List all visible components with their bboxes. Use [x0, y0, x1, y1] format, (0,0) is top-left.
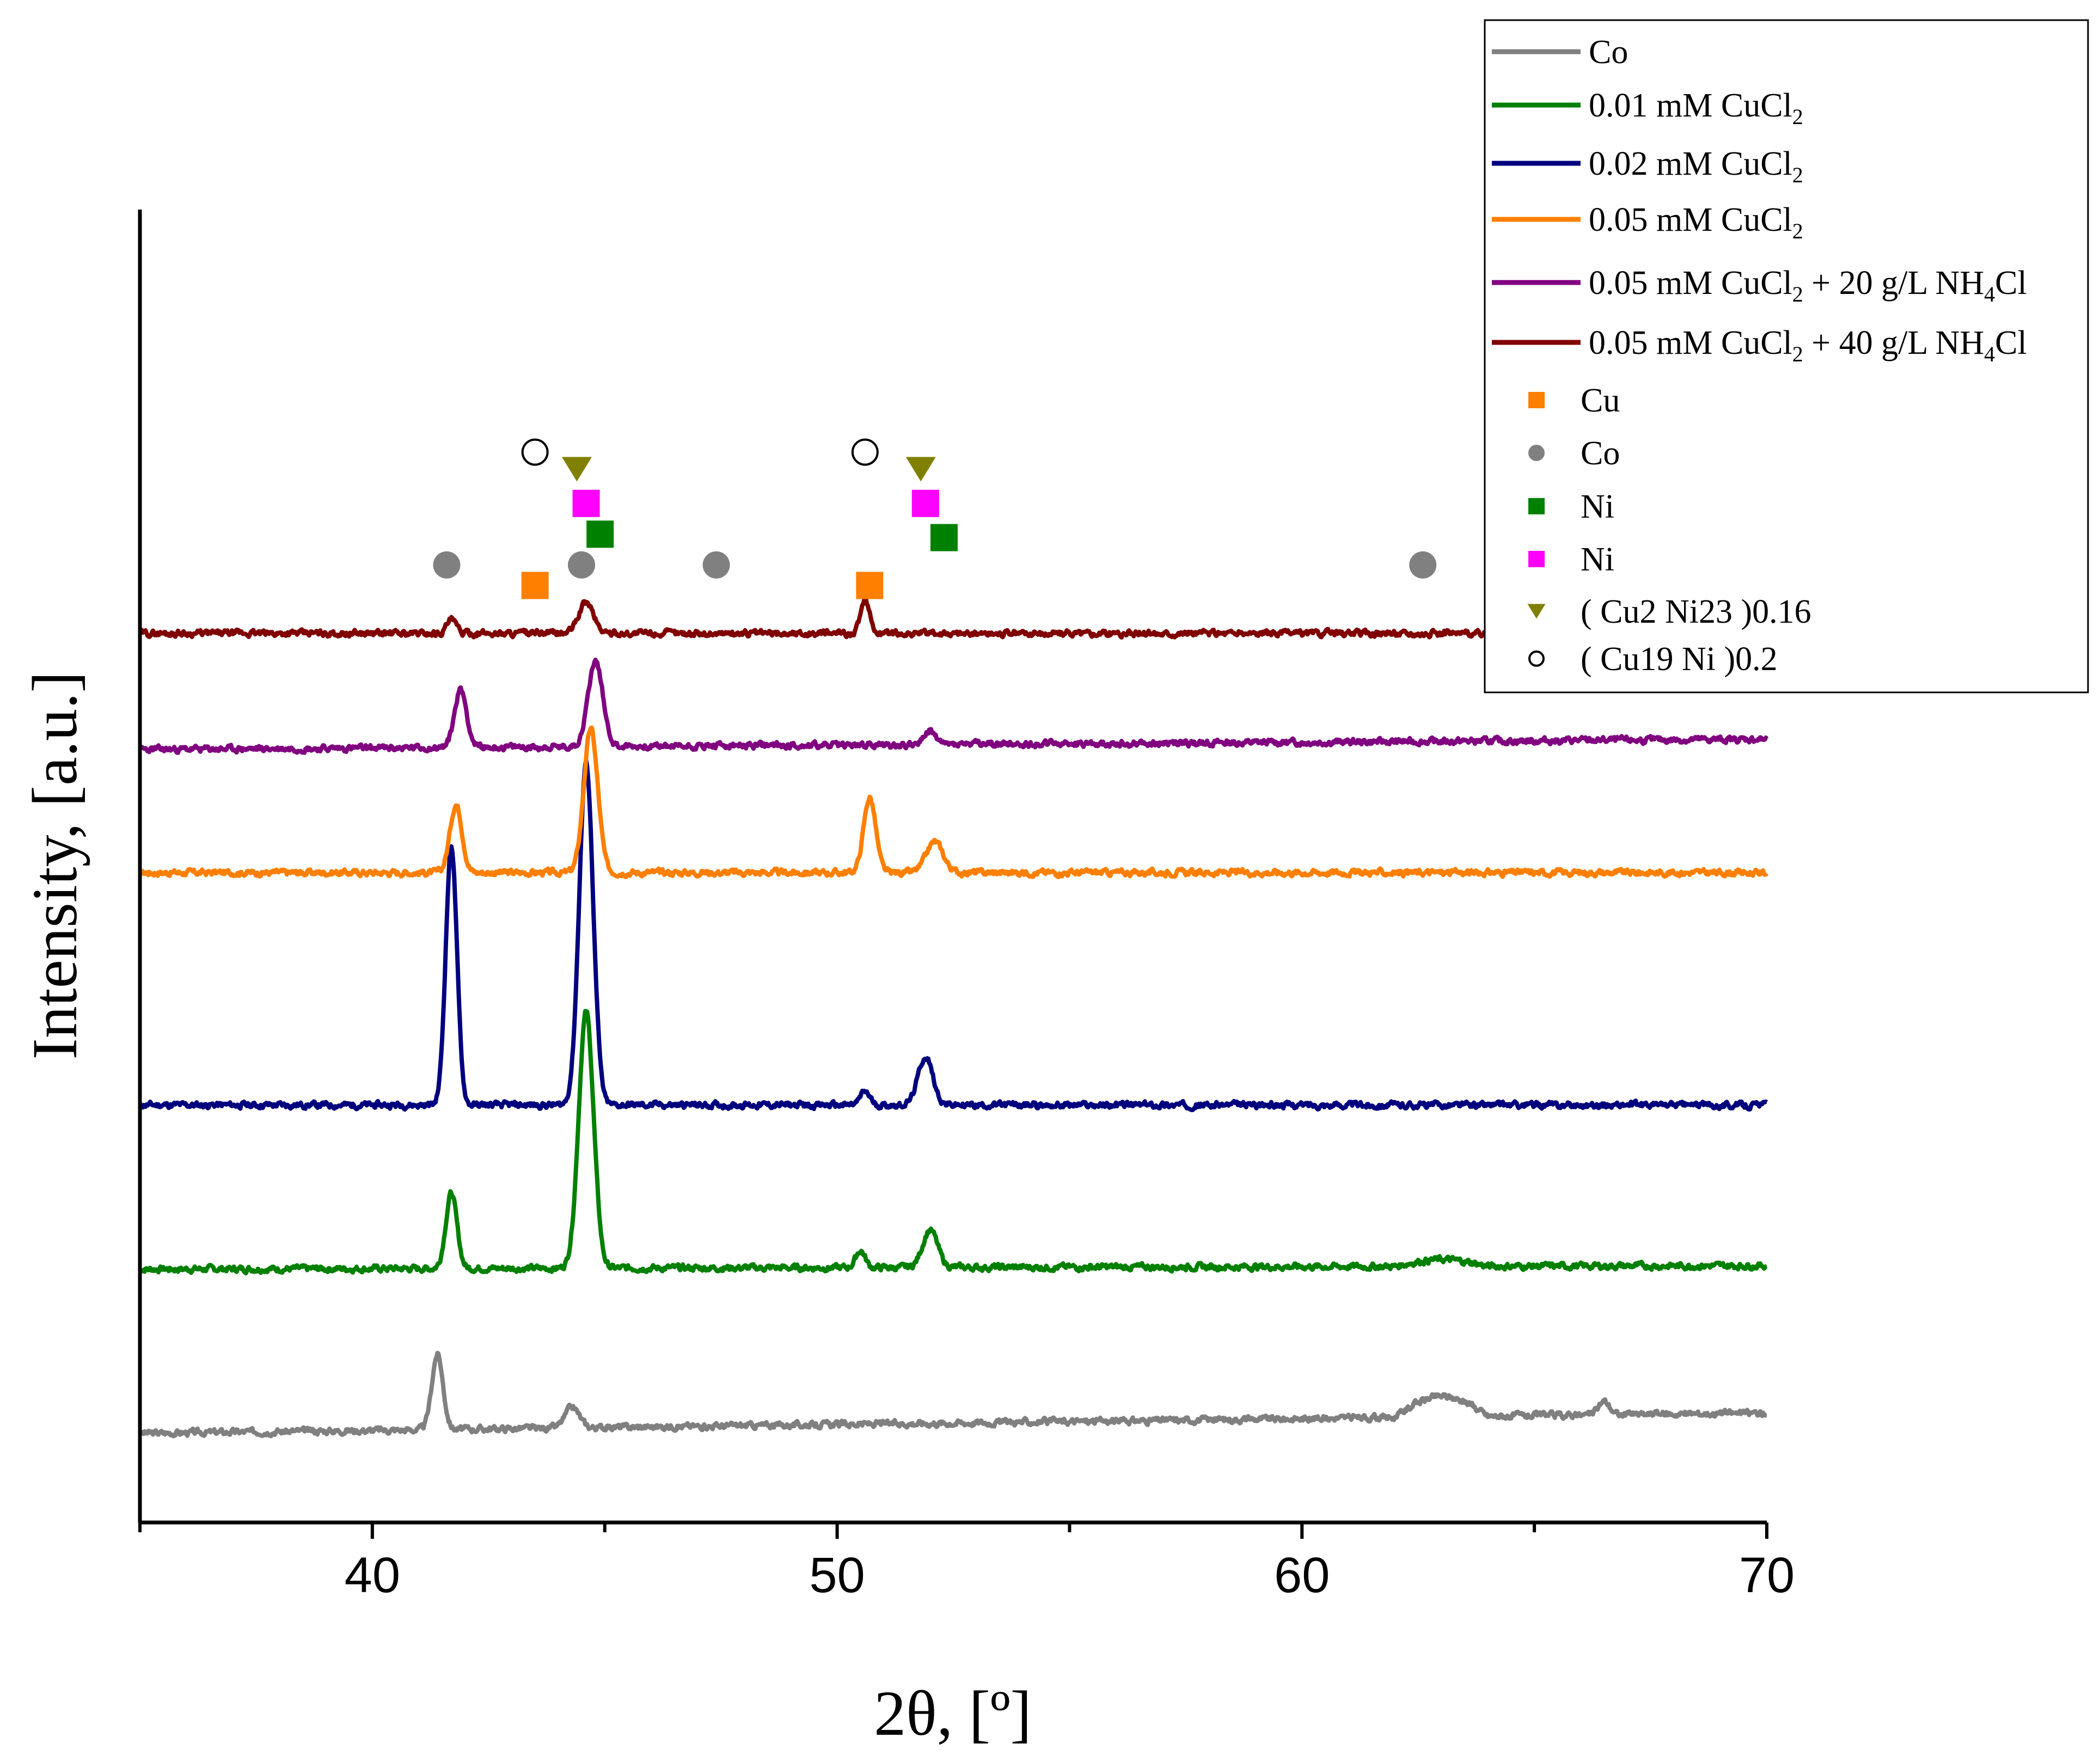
legend: Co 0.01 mM CuCl2 0.02 mM CuCl2 0.05 mM CuCl…: [1484, 19, 2089, 693]
phase-marker-5-0: [521, 438, 549, 466]
phase-marker-2-0: [586, 520, 614, 548]
legend-label-3: 0.05 mM CuCl2: [1589, 201, 1803, 243]
legend-label-2: 0.02 mM CuCl2: [1589, 145, 1803, 187]
x-ticks: 40 50 60 70: [138, 1522, 1795, 1603]
phase-marker-1-3: [1409, 551, 1437, 579]
series-line-3: [138, 725, 1769, 880]
legend-marker-label-0: Cu: [1581, 382, 1620, 419]
legend-label-0: Co: [1589, 34, 1628, 71]
phase-marker-3-1: [911, 489, 939, 517]
legend-marker-2: [1528, 498, 1545, 514]
phase-marker-2-1: [930, 524, 958, 551]
legend-marker-label-1: Co: [1581, 435, 1620, 472]
legend-marker-label-4: ( Cu2 Ni23 )0.16: [1581, 593, 1811, 630]
series-line-2: [138, 758, 1768, 1113]
legend-marker-4: [1527, 604, 1546, 619]
phase-marker-5-1: [851, 438, 879, 466]
legend-marker-0: [1528, 392, 1545, 408]
series-line-1: [138, 1009, 1768, 1276]
x-tick-label-50: 50: [809, 1548, 865, 1603]
x-axis-title: 2θ, [º]: [874, 1678, 1032, 1749]
phase-marker-4-1: [905, 457, 936, 482]
legend-marker-1: [1528, 445, 1545, 461]
legend-label-5: 0.05 mM CuCl2 + 40 g/L NH4Cl: [1589, 324, 2027, 366]
legend-frame: [1484, 19, 2089, 693]
x-tick-label-60: 60: [1274, 1548, 1330, 1603]
series-line-0: [138, 1350, 1768, 1439]
y-axis-title: Intensity, [a.u.]: [19, 671, 90, 1059]
phase-marker-4-0: [561, 457, 592, 482]
phase-marker-1-1: [568, 551, 596, 579]
phase-marker-1-0: [433, 551, 461, 579]
phase-marker-0-0: [521, 572, 549, 599]
legend-marker-label-3: Ni: [1581, 541, 1614, 578]
legend-marker-3: [1528, 551, 1545, 567]
series-line-4: [138, 658, 1769, 755]
phase-markers: [433, 438, 1437, 599]
plot-traces: [138, 597, 1769, 1439]
x-tick-label-70: 70: [1739, 1548, 1795, 1603]
phase-marker-0-1: [856, 572, 884, 599]
phase-marker-3-0: [572, 489, 600, 517]
phase-marker-1-2: [702, 551, 730, 579]
x-tick-label-40: 40: [345, 1548, 400, 1603]
legend-marker-label-5: ( Cu19 Ni )0.2: [1581, 641, 1778, 678]
legend-label-4: 0.05 mM CuCl2 + 20 g/L NH4Cl: [1589, 265, 2027, 306]
legend-marker-label-2: Ni: [1581, 488, 1614, 525]
legend-marker-5: [1528, 650, 1545, 667]
legend-label-1: 0.01 mM CuCl2: [1589, 87, 1803, 129]
